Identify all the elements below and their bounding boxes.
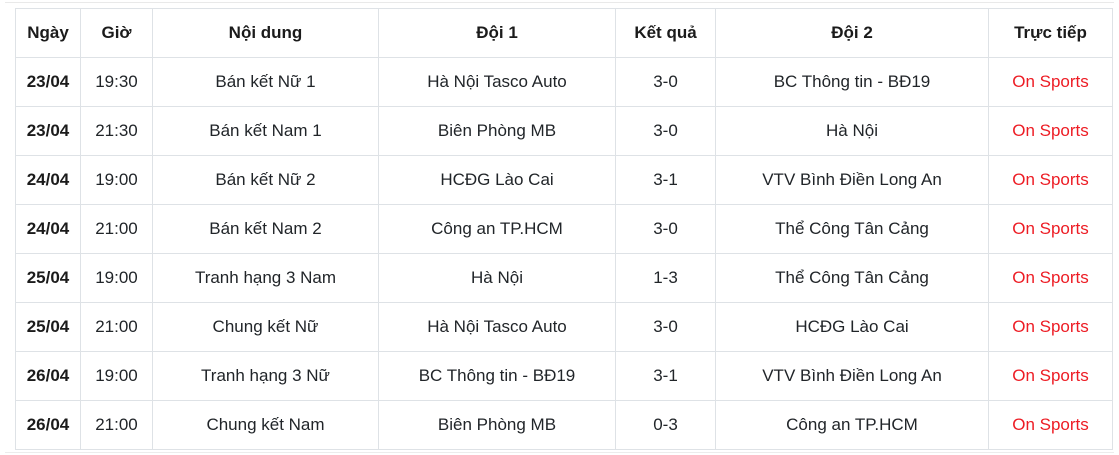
- cell-date: 23/04: [15, 57, 81, 107]
- cell-result: 3-0: [615, 106, 716, 156]
- cell-content: Chung kết Nữ: [152, 302, 379, 352]
- cell-content: Bán kết Nam 2: [152, 204, 379, 254]
- cell-time: 21:00: [80, 204, 153, 254]
- cell-live: On Sports: [988, 57, 1113, 107]
- cell-team2: Thể Công Tân Cảng: [715, 253, 989, 303]
- cell-result: 0-3: [615, 400, 716, 450]
- cell-live: On Sports: [988, 400, 1113, 450]
- cell-time: 19:00: [80, 155, 153, 205]
- cell-team1: Hà Nội Tasco Auto: [378, 302, 616, 352]
- cell-content: Tranh hạng 3 Nam: [152, 253, 379, 303]
- cell-live: On Sports: [988, 351, 1113, 401]
- cell-date: 25/04: [15, 253, 81, 303]
- cell-date: 24/04: [15, 155, 81, 205]
- table-row: 24/04 21:00 Bán kết Nam 2 Công an TP.HCM…: [15, 204, 1113, 254]
- cell-time: 19:00: [80, 351, 153, 401]
- column-header-content: Nội dung: [152, 8, 379, 58]
- live-channel-link[interactable]: On Sports: [1012, 219, 1089, 238]
- cell-result: 3-1: [615, 351, 716, 401]
- table-row: 26/04 19:00 Tranh hạng 3 Nữ BC Thông tin…: [15, 351, 1113, 401]
- table-row: 24/04 19:00 Bán kết Nữ 2 HCĐG Lào Cai 3-…: [15, 155, 1113, 205]
- table-row: 26/04 21:00 Chung kết Nam Biên Phòng MB …: [15, 400, 1113, 450]
- table-row: 25/04 19:00 Tranh hạng 3 Nam Hà Nội 1-3 …: [15, 253, 1113, 303]
- table-row: 25/04 21:00 Chung kết Nữ Hà Nội Tasco Au…: [15, 302, 1113, 352]
- cell-live: On Sports: [988, 253, 1113, 303]
- cell-team1: Hà Nội: [378, 253, 616, 303]
- table-row: 23/04 19:30 Bán kết Nữ 1 Hà Nội Tasco Au…: [15, 57, 1113, 107]
- live-channel-link[interactable]: On Sports: [1012, 415, 1089, 434]
- cell-team2: Thể Công Tân Cảng: [715, 204, 989, 254]
- cell-date: 26/04: [15, 351, 81, 401]
- cell-result: 3-0: [615, 57, 716, 107]
- cell-team2: HCĐG Lào Cai: [715, 302, 989, 352]
- live-channel-link[interactable]: On Sports: [1012, 72, 1089, 91]
- cell-team1: Biên Phòng MB: [378, 400, 616, 450]
- cell-time: 21:30: [80, 106, 153, 156]
- cell-time: 21:00: [80, 400, 153, 450]
- bottom-divider: [5, 452, 1114, 453]
- cell-team2: VTV Bình Điền Long An: [715, 155, 989, 205]
- cell-team1: Biên Phòng MB: [378, 106, 616, 156]
- live-channel-link[interactable]: On Sports: [1012, 317, 1089, 336]
- cell-team1: Hà Nội Tasco Auto: [378, 57, 616, 107]
- column-header-team1: Đội 1: [378, 8, 616, 58]
- column-header-live: Trực tiếp: [988, 8, 1113, 58]
- live-channel-link[interactable]: On Sports: [1012, 268, 1089, 287]
- cell-time: 19:00: [80, 253, 153, 303]
- cell-date: 24/04: [15, 204, 81, 254]
- cell-content: Bán kết Nữ 1: [152, 57, 379, 107]
- live-channel-link[interactable]: On Sports: [1012, 121, 1089, 140]
- cell-content: Chung kết Nam: [152, 400, 379, 450]
- table-header: Ngày Giờ Nội dung Đội 1 Kết quả Đội 2 Tr…: [15, 8, 1113, 58]
- cell-result: 3-0: [615, 302, 716, 352]
- cell-team2: Hà Nội: [715, 106, 989, 156]
- cell-date: 25/04: [15, 302, 81, 352]
- top-divider: [5, 2, 1114, 3]
- column-header-result: Kết quả: [615, 8, 716, 58]
- cell-live: On Sports: [988, 106, 1113, 156]
- table-body: 23/04 19:30 Bán kết Nữ 1 Hà Nội Tasco Au…: [15, 57, 1113, 450]
- cell-content: Bán kết Nữ 2: [152, 155, 379, 205]
- cell-content: Bán kết Nam 1: [152, 106, 379, 156]
- cell-date: 26/04: [15, 400, 81, 450]
- live-channel-link[interactable]: On Sports: [1012, 366, 1089, 385]
- cell-team2: VTV Bình Điền Long An: [715, 351, 989, 401]
- cell-time: 19:30: [80, 57, 153, 107]
- column-header-team2: Đội 2: [715, 8, 989, 58]
- cell-team1: Công an TP.HCM: [378, 204, 616, 254]
- cell-result: 3-1: [615, 155, 716, 205]
- cell-team1: BC Thông tin - BĐ19: [378, 351, 616, 401]
- column-header-date: Ngày: [15, 8, 81, 58]
- cell-live: On Sports: [988, 155, 1113, 205]
- cell-time: 21:00: [80, 302, 153, 352]
- cell-result: 3-0: [615, 204, 716, 254]
- cell-result: 1-3: [615, 253, 716, 303]
- match-schedule-table: Ngày Giờ Nội dung Đội 1 Kết quả Đội 2 Tr…: [15, 8, 1113, 450]
- table-row: 23/04 21:30 Bán kết Nam 1 Biên Phòng MB …: [15, 106, 1113, 156]
- cell-team2: Công an TP.HCM: [715, 400, 989, 450]
- cell-team1: HCĐG Lào Cai: [378, 155, 616, 205]
- cell-content: Tranh hạng 3 Nữ: [152, 351, 379, 401]
- column-header-time: Giờ: [80, 8, 153, 58]
- cell-date: 23/04: [15, 106, 81, 156]
- cell-live: On Sports: [988, 204, 1113, 254]
- cell-team2: BC Thông tin - BĐ19: [715, 57, 989, 107]
- live-channel-link[interactable]: On Sports: [1012, 170, 1089, 189]
- header-row: Ngày Giờ Nội dung Đội 1 Kết quả Đội 2 Tr…: [15, 8, 1113, 58]
- cell-live: On Sports: [988, 302, 1113, 352]
